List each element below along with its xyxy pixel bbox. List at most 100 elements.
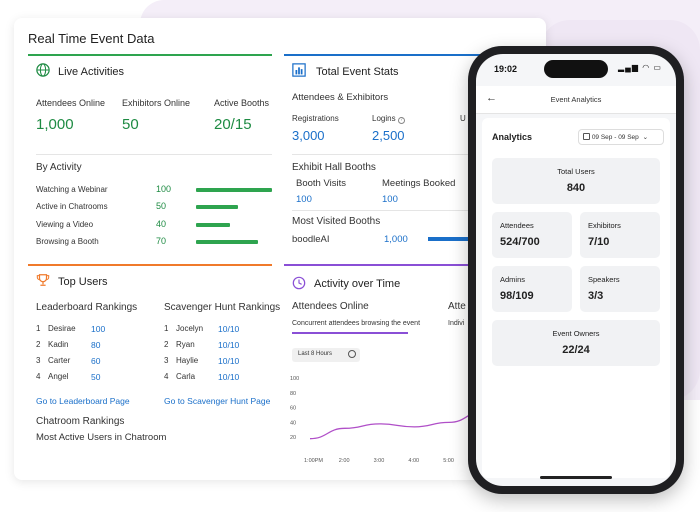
scavenger-hunt-title: Scavenger Hunt Rankings bbox=[164, 302, 281, 313]
analytics-content: Analytics 09 Sep - 09 Sep ⌄ Total Users … bbox=[482, 118, 670, 478]
y-tick-label: 20 bbox=[290, 435, 296, 441]
user-score: 10/10 bbox=[218, 356, 240, 366]
chatroom-subtitle: Most Active Users in Chatroom bbox=[36, 432, 167, 443]
rank: 1 bbox=[164, 324, 169, 333]
exhibitors-card: Exhibitors 7/10 bbox=[580, 212, 660, 258]
metric-label: Logins ? bbox=[372, 114, 405, 124]
activity-label: Viewing a Video bbox=[36, 220, 94, 229]
admins-card: Admins 98/109 bbox=[492, 266, 572, 312]
user-score: 10/10 bbox=[218, 324, 240, 334]
user-name: Carter bbox=[48, 356, 71, 365]
dashboard-title: Real Time Event Data bbox=[28, 31, 155, 46]
card-label: Exhibitors bbox=[588, 221, 621, 230]
rank: 3 bbox=[164, 356, 169, 365]
attendees-exhibitors-title: Attendees & Exhibitors bbox=[292, 92, 389, 103]
metric-label: Registrations bbox=[292, 114, 339, 123]
y-tick-label: 60 bbox=[290, 406, 296, 412]
divider bbox=[36, 154, 272, 155]
analytics-title: Analytics bbox=[492, 132, 533, 142]
live-activities-panel: Live Activities Attendees Online Exhibit… bbox=[28, 54, 272, 264]
status-time: 19:02 bbox=[494, 64, 518, 74]
home-indicator bbox=[540, 476, 612, 479]
history-icon bbox=[348, 350, 356, 358]
total-event-stats-panel: Total Event Stats Attendees & Exhibitors… bbox=[284, 54, 546, 264]
status-icons: ▂▄▆ ◠ ▭ bbox=[618, 63, 662, 72]
activity-value: 100 bbox=[156, 184, 172, 194]
stat-label: Exhibitors Online bbox=[122, 98, 191, 108]
y-tick-label: 80 bbox=[290, 391, 296, 397]
card-label: Admins bbox=[500, 275, 526, 284]
card-label: Total Users bbox=[557, 167, 595, 176]
user-score: 10/10 bbox=[218, 340, 240, 350]
tab-attendees-online[interactable]: Attendees Online bbox=[292, 301, 369, 312]
panel-accent-bar bbox=[284, 264, 546, 266]
time-range-label: Last 8 Hours bbox=[298, 351, 333, 357]
live-activities-title: Live Activities bbox=[58, 66, 125, 78]
tab-subtitle: Concurrent attendees browsing the event bbox=[292, 320, 421, 327]
hall-value: 100 bbox=[382, 194, 398, 205]
panel-accent-bar bbox=[28, 54, 272, 56]
hall-value: 100 bbox=[296, 194, 312, 205]
stat-value: 50 bbox=[122, 116, 139, 133]
leaderboard-title: Leaderboard Rankings bbox=[36, 302, 138, 313]
user-name: Kadin bbox=[48, 340, 69, 349]
y-tick-label: 40 bbox=[290, 420, 296, 426]
stat-label: Attendees Online bbox=[36, 98, 106, 108]
metric-value: 2,500 bbox=[372, 128, 405, 143]
user-score: 50 bbox=[91, 372, 101, 382]
phone-frame: 19:02 ▂▄▆ ◠ ▭ ← Event Analytics Analytic… bbox=[468, 46, 684, 494]
scavenger-hunt-link[interactable]: Go to Scavenger Hunt Page bbox=[164, 396, 271, 406]
activity-bar bbox=[196, 188, 272, 192]
series-line bbox=[309, 410, 485, 440]
date-range-select[interactable]: 09 Sep - 09 Sep ⌄ bbox=[578, 129, 664, 145]
event-owners-card: Event Owners 22/24 bbox=[492, 320, 660, 366]
activity-bar bbox=[196, 205, 238, 209]
panel-accent-bar bbox=[284, 54, 546, 56]
time-range-select[interactable]: Last 8 Hours bbox=[292, 348, 360, 362]
rank: 2 bbox=[164, 340, 169, 349]
stat-value: 1,000 bbox=[36, 116, 74, 133]
x-tick-label: 2:00 bbox=[339, 458, 350, 464]
x-tick-label: 3:00 bbox=[374, 458, 385, 464]
tab-subtitle: Indivi bbox=[448, 320, 465, 327]
by-activity-title: By Activity bbox=[36, 162, 82, 173]
user-score: 60 bbox=[91, 356, 101, 366]
user-name: Carla bbox=[176, 372, 196, 381]
card-value: 524/700 bbox=[500, 236, 540, 248]
booth-value: 1,000 bbox=[384, 234, 408, 245]
x-tick-label: 4:00 bbox=[408, 458, 419, 464]
phone-screen: 19:02 ▂▄▆ ◠ ▭ ← Event Analytics Analytic… bbox=[476, 54, 676, 486]
tab-attendees-other[interactable]: Atte bbox=[448, 301, 466, 312]
activity-bar bbox=[196, 223, 230, 227]
phone-header: ← Event Analytics bbox=[476, 86, 676, 114]
user-name: Jocelyn bbox=[176, 324, 204, 333]
back-arrow-icon[interactable]: ← bbox=[486, 92, 497, 104]
activity-label: Browsing a Booth bbox=[36, 237, 99, 246]
dynamic-island bbox=[544, 60, 608, 78]
metric-label: U bbox=[460, 114, 466, 123]
rank: 4 bbox=[36, 372, 41, 381]
activity-value: 50 bbox=[156, 201, 167, 211]
activity-label: Watching a Webinar bbox=[36, 185, 108, 194]
trophy-icon bbox=[36, 274, 50, 286]
activity-bar bbox=[196, 240, 258, 244]
activity-over-time-title: Activity over Time bbox=[314, 278, 401, 290]
user-score: 10/10 bbox=[218, 372, 240, 382]
leaderboard-link[interactable]: Go to Leaderboard Page bbox=[36, 396, 130, 406]
calendar-icon bbox=[583, 133, 590, 140]
total-users-card: Total Users 840 bbox=[492, 158, 660, 204]
user-name: Ryan bbox=[176, 340, 195, 349]
bar-chart-icon bbox=[292, 63, 306, 77]
card-label: Event Owners bbox=[552, 329, 600, 338]
booth-name: boodleAI bbox=[292, 234, 330, 245]
top-users-title: Top Users bbox=[58, 276, 108, 288]
phone-header-title: Event Analytics bbox=[550, 95, 602, 104]
user-score: 80 bbox=[91, 340, 101, 350]
activity-value: 70 bbox=[156, 236, 167, 246]
card-label: Attendees bbox=[500, 221, 534, 230]
top-users-panel: Top Users Leaderboard Rankings Scavenger… bbox=[28, 264, 288, 474]
globe-icon bbox=[36, 63, 50, 77]
metric-value: 3,000 bbox=[292, 128, 325, 143]
